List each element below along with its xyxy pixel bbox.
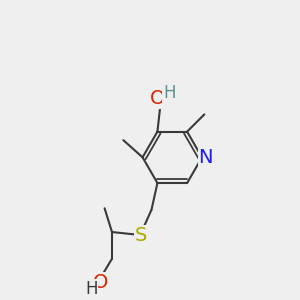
Text: O: O: [92, 273, 108, 292]
Text: S: S: [135, 226, 147, 245]
Text: H: H: [163, 84, 175, 102]
Text: H: H: [85, 280, 98, 298]
Text: O: O: [150, 89, 166, 109]
Text: N: N: [199, 148, 213, 167]
